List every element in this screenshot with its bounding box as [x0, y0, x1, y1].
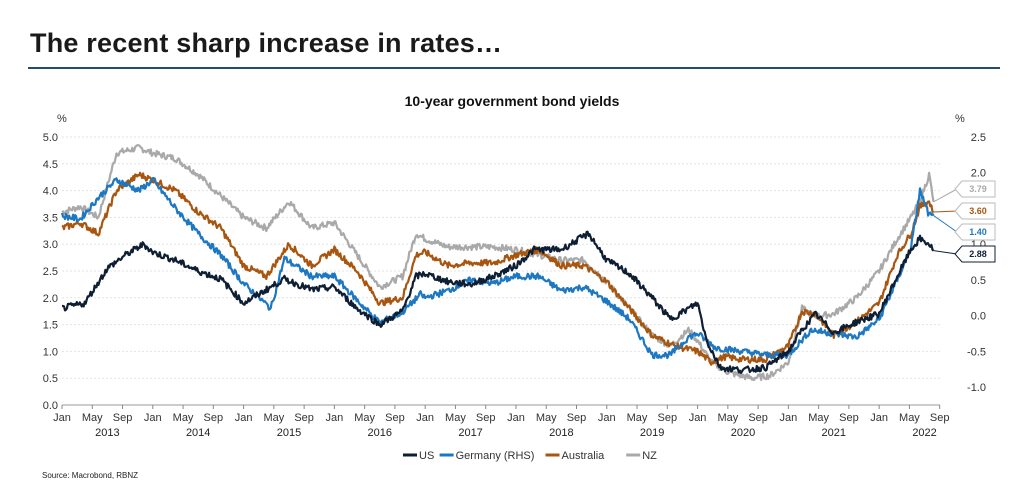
end-tag-box — [954, 180, 996, 198]
x-month-tick: Sep — [294, 412, 314, 424]
x-month-tick: Jan — [689, 412, 707, 424]
x-month-tick: May — [82, 412, 103, 424]
end-tag-box — [954, 223, 996, 241]
x-month-tick: Jan — [53, 412, 71, 424]
end-tag-leader — [933, 215, 958, 233]
y-left-tick: 4.5 — [43, 159, 58, 171]
x-month-tick: Sep — [930, 412, 950, 424]
x-month-tick: Jan — [235, 412, 253, 424]
y-right-axis: -1.0-0.50.00.51.01.52.02.5 — [967, 132, 986, 394]
x-month-tick: Sep — [658, 412, 678, 424]
y-right-unit: % — [955, 113, 965, 125]
source-note: Source: Macrobond, RBNZ — [42, 471, 139, 480]
end-tag-australia: 3.60 — [969, 206, 987, 216]
x-month-tick: May — [445, 412, 466, 424]
x-month-tick: Jan — [779, 412, 797, 424]
x-month-tick: Jan — [598, 412, 616, 424]
x-year-label: 2016 — [368, 427, 392, 439]
x-year-label: 2022 — [912, 427, 936, 439]
x-month-tick: Jan — [144, 412, 162, 424]
end-tag-us: 2.88 — [969, 249, 987, 259]
gridlines — [62, 136, 940, 406]
end-tag-nz: 3.79 — [969, 184, 987, 194]
series-line-us — [61, 230, 935, 374]
legend: US Germany (RHS) Australia NZ — [403, 450, 657, 462]
x-year-label: 2020 — [731, 427, 755, 439]
x-month-tick: Jan — [416, 412, 434, 424]
x-month-tick: Jan — [870, 412, 888, 424]
y-right-tick: 0.0 — [971, 311, 986, 323]
x-month-tick: Sep — [567, 412, 587, 424]
x-month-tick: Sep — [385, 412, 405, 424]
y-left-tick: 2.0 — [43, 293, 58, 305]
y-left-tick: 0.5 — [43, 373, 58, 385]
y-left-tick: 3.5 — [43, 212, 58, 224]
series-lines — [60, 144, 935, 382]
end-tag-leader — [933, 188, 958, 203]
y-left-tick: 1.5 — [43, 320, 58, 332]
chart-title: 10-year government bond yields — [405, 93, 620, 109]
series-line-australia — [61, 171, 934, 366]
end-tag-leader — [933, 250, 958, 255]
y-right-tick: 0.5 — [971, 275, 986, 287]
legend-label-us: US — [419, 450, 434, 462]
end-tag-box — [954, 202, 996, 220]
x-year-label: 2019 — [640, 427, 664, 439]
y-left-tick: 3.0 — [43, 239, 58, 251]
title-divider — [28, 67, 1000, 69]
legend-label-nz: NZ — [642, 450, 657, 462]
x-month-tick: May — [173, 412, 194, 424]
x-year-label: 2014 — [186, 427, 210, 439]
y-left-tick: 1.0 — [43, 346, 58, 358]
x-year-label: 2018 — [549, 427, 573, 439]
y-right-tick: 2.0 — [971, 168, 986, 180]
x-year-label: 2015 — [277, 427, 301, 439]
end-tag-leader — [933, 210, 958, 213]
x-month-tick: Sep — [476, 412, 496, 424]
end-tag-germany: 1.40 — [969, 227, 987, 237]
series-line-nz — [61, 144, 935, 382]
y-right-tick: -1.0 — [967, 382, 986, 394]
x-month-tick: May — [627, 412, 648, 424]
x-month-tick: Sep — [748, 412, 768, 424]
y-left-unit: % — [57, 113, 67, 125]
x-month-tick: Jan — [507, 412, 525, 424]
slide-title: The recent sharp increase in rates… — [30, 28, 503, 58]
x-axis: Jan May Sep Jan May Sep Jan May Sep Jan May Sep Jan M… — [53, 405, 949, 439]
x-year-label: 2021 — [822, 427, 846, 439]
x-month-tick: May — [536, 412, 557, 424]
y-left-tick: 0.0 — [43, 400, 58, 412]
legend-label-germany: Germany (RHS) — [456, 450, 535, 462]
y-left-tick: 2.5 — [43, 266, 58, 278]
legend-label-australia: Australia — [562, 450, 606, 462]
x-month-tick: May — [899, 412, 920, 424]
y-left-tick: 4.0 — [43, 186, 58, 198]
x-month-tick: Sep — [204, 412, 224, 424]
y-left-tick: 5.0 — [43, 132, 58, 144]
x-month-tick: May — [808, 412, 829, 424]
end-value-tags: 3.79 3.60 1.40 2.88 — [933, 180, 996, 263]
y-left-axis: 0.0 0.5 1.0 1.5 2.0 2.5 3.0 3.5 4.0 4.5 5.0 — [43, 132, 58, 412]
y-right-tick: 2.5 — [971, 132, 986, 144]
y-right-tick: -0.5 — [967, 346, 986, 358]
x-month-tick: May — [354, 412, 375, 424]
x-month-tick: May — [717, 412, 738, 424]
end-tag-box — [954, 245, 996, 263]
x-month-tick: Sep — [839, 412, 859, 424]
x-month-tick: Sep — [113, 412, 133, 424]
x-year-label: 2017 — [458, 427, 482, 439]
x-year-label: 2013 — [95, 427, 119, 439]
x-month-tick: Jan — [326, 412, 344, 424]
x-month-tick: May — [263, 412, 284, 424]
